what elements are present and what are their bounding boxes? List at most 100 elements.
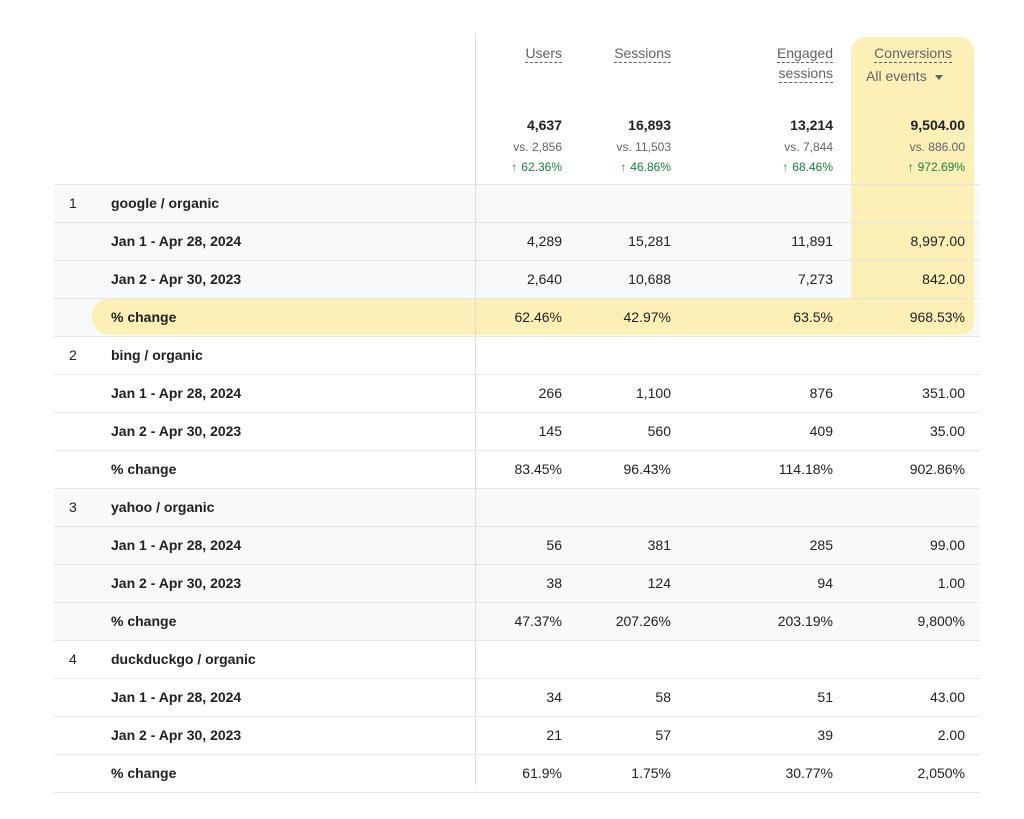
engaged-total: 13,214 — [790, 117, 833, 133]
arrow-up-icon: ↑ — [511, 160, 518, 174]
conversions-cell: 99.00 — [929, 537, 965, 553]
sessions-column-header[interactable]: Sessions — [580, 43, 671, 63]
sessions-cell: 381 — [647, 537, 671, 553]
arrow-up-icon: ↑ — [907, 160, 914, 174]
row-divider — [54, 754, 980, 755]
engaged-header-line2: sessions — [778, 65, 833, 83]
row-label: Jan 2 - Apr 30, 2023 — [111, 271, 242, 287]
conversions-cell: 9,800% — [917, 613, 965, 629]
engaged-cell: 409 — [809, 423, 833, 439]
users-column-header[interactable]: Users — [480, 43, 562, 63]
conversions-change-value: 972.69% — [917, 160, 965, 174]
row-divider — [54, 222, 980, 223]
engaged-cell: 876 — [809, 385, 833, 401]
engaged-cell: 11,891 — [791, 233, 833, 249]
conversions-total: 9,504.00 — [910, 117, 966, 133]
conversions-cell: 2.00 — [937, 727, 965, 743]
conversions-cell: 8,997.00 — [910, 233, 966, 249]
users-cell: 56 — [546, 537, 562, 553]
sessions-cell: 57 — [655, 727, 671, 743]
sessions-cell: 1,100 — [635, 385, 671, 401]
users-cell: 47.37% — [514, 613, 562, 629]
sessions-cell: 124 — [647, 575, 671, 591]
group-row[interactable] — [54, 184, 980, 222]
sessions-cell: 207.26% — [615, 613, 671, 629]
row-index: 4 — [69, 651, 77, 667]
users-cell: 34 — [546, 689, 562, 705]
sessions-cell: 96.43% — [623, 461, 671, 477]
users-comparison: vs. 2,856 — [513, 140, 562, 154]
row-label: Jan 1 - Apr 28, 2024 — [111, 537, 242, 553]
conversions-cell: 35.00 — [929, 423, 965, 439]
table-row — [54, 260, 980, 298]
sessions-cell: 560 — [647, 423, 671, 439]
table-row — [54, 222, 980, 260]
users-change: ↑ 62.36% — [480, 160, 562, 174]
source-medium-label[interactable]: yahoo / organic — [111, 499, 215, 515]
source-medium-label[interactable]: google / organic — [111, 195, 220, 211]
table-row — [54, 602, 980, 640]
row-label: Jan 1 - Apr 28, 2024 — [111, 385, 242, 401]
engaged-change: ↑ 68.46% — [700, 160, 833, 174]
users-cell: 4,289 — [526, 233, 562, 249]
row-label: % change — [111, 309, 177, 325]
source-medium-label[interactable]: bing / organic — [111, 347, 203, 363]
engaged-cell: 63.5% — [793, 309, 833, 325]
conversions-header-label: Conversions — [874, 45, 952, 63]
arrow-up-icon: ↑ — [620, 160, 627, 174]
conversions-column-highlight — [851, 37, 974, 335]
engaged-change-value: 68.46% — [792, 160, 833, 174]
engaged-comparison: vs. 7,844 — [784, 140, 833, 154]
sessions-cell: 10,688 — [628, 271, 671, 287]
engaged-cell: 203.19% — [777, 613, 833, 629]
engaged-cell: 39 — [817, 727, 833, 743]
engaged-cell: 30.77% — [785, 765, 833, 781]
row-divider — [54, 450, 980, 451]
source-medium-label[interactable]: duckduckgo / organic — [111, 651, 256, 667]
table-row — [54, 564, 980, 602]
conversions-comparison: vs. 886.00 — [909, 140, 965, 154]
conversions-cell: 968.53% — [909, 309, 965, 325]
row-label: % change — [111, 765, 177, 781]
group-row[interactable] — [54, 488, 980, 526]
conversions-column-header[interactable]: Conversions — [852, 43, 952, 63]
sessions-cell: 58 — [655, 689, 671, 705]
row-divider — [54, 374, 980, 375]
change-row-highlight — [92, 298, 974, 335]
row-divider — [54, 564, 980, 565]
sessions-change-value: 46.86% — [630, 160, 671, 174]
conversions-cell: 842.00 — [922, 271, 965, 287]
row-label: % change — [111, 461, 177, 477]
event-filter-dropdown[interactable]: All events — [866, 66, 943, 86]
users-cell: 61.9% — [522, 765, 562, 781]
sessions-header-label: Sessions — [614, 45, 671, 63]
engaged-sessions-column-header[interactable]: Engaged sessions — [700, 43, 833, 83]
row-divider — [54, 336, 980, 337]
row-divider — [54, 678, 980, 679]
users-cell: 145 — [538, 423, 562, 439]
users-cell: 21 — [546, 727, 562, 743]
row-divider — [54, 412, 980, 413]
row-label: Jan 1 - Apr 28, 2024 — [111, 233, 242, 249]
users-cell: 38 — [546, 575, 562, 591]
row-label: Jan 1 - Apr 28, 2024 — [111, 689, 242, 705]
row-label: Jan 2 - Apr 30, 2023 — [111, 423, 242, 439]
arrow-up-icon: ↑ — [782, 160, 789, 174]
conversions-cell: 902.86% — [909, 461, 965, 477]
event-filter-label: All events — [866, 68, 927, 84]
row-divider — [54, 298, 980, 299]
sessions-cell: 42.97% — [623, 309, 671, 325]
users-cell: 62.46% — [514, 309, 562, 325]
row-divider — [54, 260, 980, 261]
engaged-cell: 51 — [817, 689, 833, 705]
conversions-cell: 2,050% — [917, 765, 965, 781]
users-cell: 2,640 — [526, 271, 562, 287]
row-index: 2 — [69, 347, 77, 363]
row-divider — [54, 716, 980, 717]
conversions-cell: 1.00 — [937, 575, 965, 591]
row-label: % change — [111, 613, 177, 629]
row-label: Jan 2 - Apr 30, 2023 — [111, 727, 242, 743]
conversions-change: ↑ 972.69% — [852, 160, 965, 174]
sessions-comparison: vs. 11,503 — [616, 140, 671, 154]
